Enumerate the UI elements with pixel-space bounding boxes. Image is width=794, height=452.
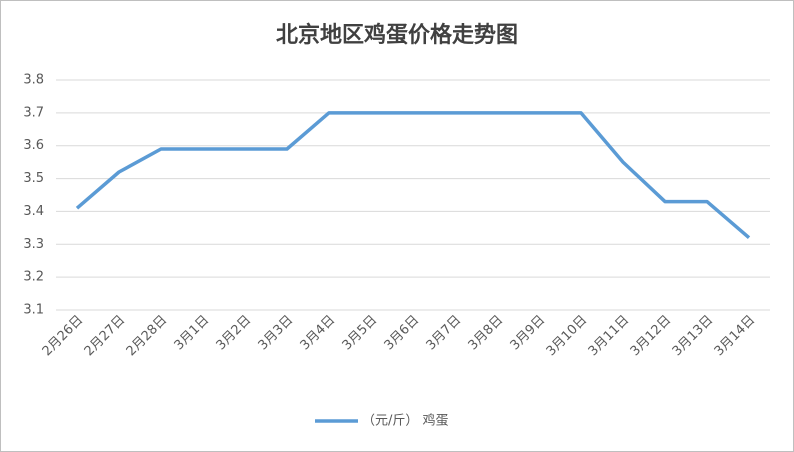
y-tick-label: 3.4	[23, 204, 44, 219]
legend-label: （元/斤） 鸡蛋	[362, 413, 449, 429]
chart-title: 北京地区鸡蛋价格走势图	[276, 22, 518, 48]
y-tick-label: 3.6	[23, 138, 44, 153]
y-tick-label: 3.5	[23, 171, 44, 186]
y-tick-label: 3.3	[23, 237, 44, 252]
y-tick-label: 3.1	[23, 303, 44, 318]
data-line	[75, 111, 751, 240]
y-tick-label: 3.8	[23, 73, 44, 88]
y-tick-label: 3.2	[23, 270, 44, 285]
y-tick-label: 3.7	[23, 105, 44, 120]
